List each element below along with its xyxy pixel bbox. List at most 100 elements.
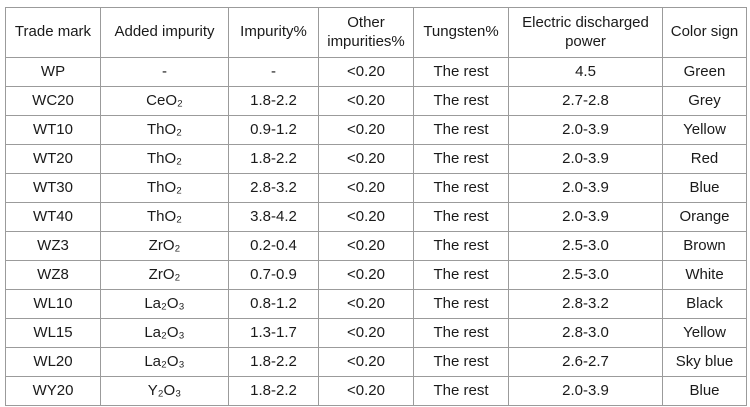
cell-color-sign: White	[662, 260, 747, 290]
cell-discharge-power: 2.0-3.9	[508, 144, 663, 174]
table-row: WT10 ThO₂ 0.9-1.2 <0.20 The rest 2.0-3.9…	[5, 115, 747, 145]
cell-discharge-power: 2.8-3.2	[508, 289, 663, 319]
cell-color-sign: Blue	[662, 173, 747, 203]
cell-tungsten-pct: The rest	[413, 173, 509, 203]
cell-impurity-pct: 1.8-2.2	[228, 376, 319, 406]
cell-added-impurity: La₂O₃	[100, 347, 229, 377]
cell-impurity-pct: 0.2-0.4	[228, 231, 319, 261]
cell-impurity-pct: 1.8-2.2	[228, 86, 319, 116]
cell-trade-mark: WZ8	[5, 260, 101, 290]
table-row: WZ8 ZrO₂ 0.7-0.9 <0.20 The rest 2.5-3.0 …	[5, 260, 747, 290]
cell-color-sign: Brown	[662, 231, 747, 261]
table-row: WT20 ThO₂ 1.8-2.2 <0.20 The rest 2.0-3.9…	[5, 144, 747, 174]
table-row: WL10 La₂O₃ 0.8-1.2 <0.20 The rest 2.8-3.…	[5, 289, 747, 319]
cell-discharge-power: 4.5	[508, 57, 663, 87]
cell-discharge-power: 2.0-3.9	[508, 173, 663, 203]
cell-tungsten-pct: The rest	[413, 376, 509, 406]
cell-color-sign: Yellow	[662, 318, 747, 348]
cell-added-impurity: Y₂O₃	[100, 376, 229, 406]
cell-other-impurities-pct: <0.20	[318, 376, 414, 406]
cell-other-impurities-pct: <0.20	[318, 86, 414, 116]
cell-trade-mark: WZ3	[5, 231, 101, 261]
table-row: WP - - <0.20 The rest 4.5 Green	[5, 57, 747, 87]
cell-added-impurity: ThO₂	[100, 173, 229, 203]
cell-trade-mark: WY20	[5, 376, 101, 406]
table-row: WT30 ThO₂ 2.8-3.2 <0.20 The rest 2.0-3.9…	[5, 173, 747, 203]
cell-tungsten-pct: The rest	[413, 318, 509, 348]
cell-impurity-pct: 1.8-2.2	[228, 347, 319, 377]
cell-discharge-power: 2.0-3.9	[508, 115, 663, 145]
table-row: WL20 La₂O₃ 1.8-2.2 <0.20 The rest 2.6-2.…	[5, 347, 747, 377]
cell-trade-mark: WL15	[5, 318, 101, 348]
column-header-impurity-pct: Impurity%	[228, 7, 319, 58]
table-header: Trade mark Added impurity Impurity% Othe…	[5, 7, 747, 58]
table-row: WT40 ThO₂ 3.8-4.2 <0.20 The rest 2.0-3.9…	[5, 202, 747, 232]
cell-color-sign: Sky blue	[662, 347, 747, 377]
cell-tungsten-pct: The rest	[413, 144, 509, 174]
column-header-color-sign: Color sign	[662, 7, 747, 58]
cell-impurity-pct: 1.8-2.2	[228, 144, 319, 174]
cell-discharge-power: 2.5-3.0	[508, 260, 663, 290]
cell-added-impurity: ThO₂	[100, 115, 229, 145]
cell-discharge-power: 2.0-3.9	[508, 202, 663, 232]
cell-added-impurity: ThO₂	[100, 144, 229, 174]
cell-other-impurities-pct: <0.20	[318, 260, 414, 290]
cell-trade-mark: WT20	[5, 144, 101, 174]
cell-color-sign: Orange	[662, 202, 747, 232]
cell-other-impurities-pct: <0.20	[318, 347, 414, 377]
cell-other-impurities-pct: <0.20	[318, 289, 414, 319]
cell-trade-mark: WC20	[5, 86, 101, 116]
cell-tungsten-pct: The rest	[413, 289, 509, 319]
cell-tungsten-pct: The rest	[413, 347, 509, 377]
table-row: WY20 Y₂O₃ 1.8-2.2 <0.20 The rest 2.0-3.9…	[5, 376, 747, 406]
cell-tungsten-pct: The rest	[413, 57, 509, 87]
cell-impurity-pct: 3.8-4.2	[228, 202, 319, 232]
cell-other-impurities-pct: <0.20	[318, 144, 414, 174]
cell-color-sign: Yellow	[662, 115, 747, 145]
cell-trade-mark: WL20	[5, 347, 101, 377]
header-row: Trade mark Added impurity Impurity% Othe…	[5, 7, 747, 58]
cell-trade-mark: WP	[5, 57, 101, 87]
cell-other-impurities-pct: <0.20	[318, 231, 414, 261]
cell-added-impurity: La₂O₃	[100, 289, 229, 319]
cell-tungsten-pct: The rest	[413, 86, 509, 116]
column-header-other-impurities-pct: Other impurities%	[318, 7, 414, 58]
tungsten-electrode-impurity-table: Trade mark Added impurity Impurity% Othe…	[5, 7, 747, 406]
cell-added-impurity: La₂O₃	[100, 318, 229, 348]
column-header-tungsten-pct: Tungsten%	[413, 7, 509, 58]
cell-discharge-power: 2.8-3.0	[508, 318, 663, 348]
cell-impurity-pct: 0.8-1.2	[228, 289, 319, 319]
cell-color-sign: Black	[662, 289, 747, 319]
cell-discharge-power: 2.6-2.7	[508, 347, 663, 377]
cell-tungsten-pct: The rest	[413, 115, 509, 145]
cell-color-sign: Grey	[662, 86, 747, 116]
cell-impurity-pct: -	[228, 57, 319, 87]
column-header-electric-discharged-power: Electric discharged power	[508, 7, 663, 58]
cell-color-sign: Green	[662, 57, 747, 87]
cell-tungsten-pct: The rest	[413, 231, 509, 261]
cell-discharge-power: 2.0-3.9	[508, 376, 663, 406]
cell-impurity-pct: 0.9-1.2	[228, 115, 319, 145]
cell-other-impurities-pct: <0.20	[318, 318, 414, 348]
cell-tungsten-pct: The rest	[413, 260, 509, 290]
cell-added-impurity: ThO₂	[100, 202, 229, 232]
cell-other-impurities-pct: <0.20	[318, 173, 414, 203]
cell-trade-mark: WL10	[5, 289, 101, 319]
cell-discharge-power: 2.7-2.8	[508, 86, 663, 116]
cell-color-sign: Red	[662, 144, 747, 174]
cell-impurity-pct: 1.3-1.7	[228, 318, 319, 348]
table-row: WZ3 ZrO₂ 0.2-0.4 <0.20 The rest 2.5-3.0 …	[5, 231, 747, 261]
column-header-added-impurity: Added impurity	[100, 7, 229, 58]
cell-other-impurities-pct: <0.20	[318, 57, 414, 87]
cell-added-impurity: ZrO₂	[100, 260, 229, 290]
cell-impurity-pct: 0.7-0.9	[228, 260, 319, 290]
cell-added-impurity: -	[100, 57, 229, 87]
cell-tungsten-pct: The rest	[413, 202, 509, 232]
table-body: WP - - <0.20 The rest 4.5 Green WC20 CeO…	[5, 57, 747, 406]
cell-trade-mark: WT10	[5, 115, 101, 145]
column-header-trade-mark: Trade mark	[5, 7, 101, 58]
table-row: WC20 CeO₂ 1.8-2.2 <0.20 The rest 2.7-2.8…	[5, 86, 747, 116]
cell-trade-mark: WT40	[5, 202, 101, 232]
cell-other-impurities-pct: <0.20	[318, 202, 414, 232]
cell-added-impurity: ZrO₂	[100, 231, 229, 261]
